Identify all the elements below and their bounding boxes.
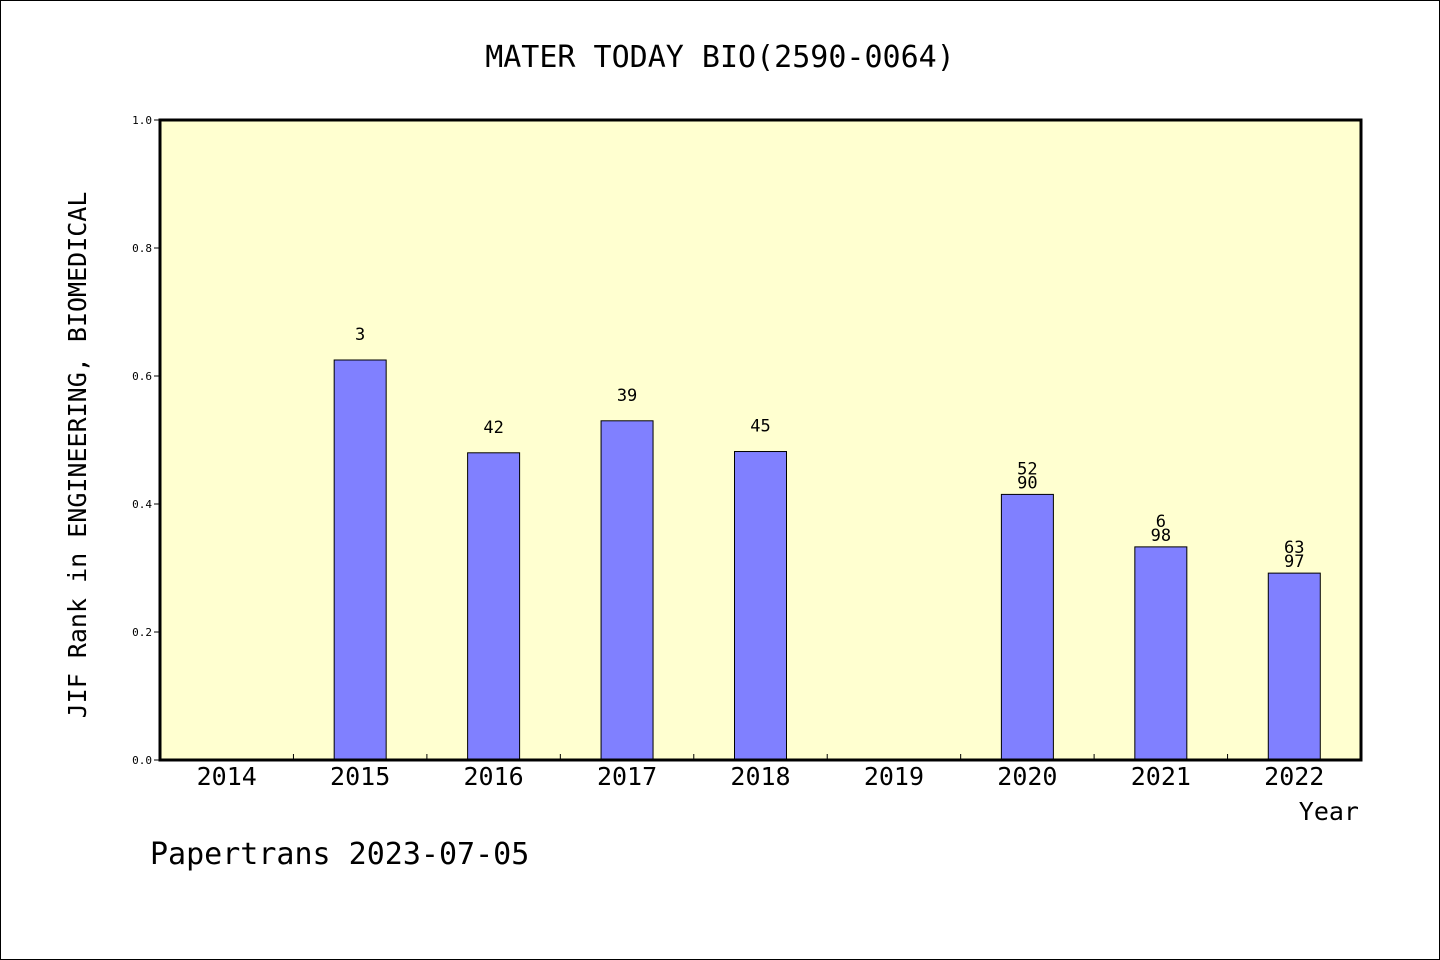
y-tick-label: 0.6 [132,370,152,383]
x-tick-label: 2018 [730,762,790,791]
chart-title: MATER TODAY BIO(2590-0064) [485,40,955,75]
bar-label-2020: 52 [1017,459,1037,479]
x-tick-label: 2016 [464,762,524,791]
y-tick-label: 0.8 [132,242,152,255]
y-tick-label: 0.4 [132,498,152,511]
x-axis: 2014 2015 2016 2017 2018 2019 2020 2021 2022 [197,754,1324,791]
x-tick-label: 2020 [997,762,1057,791]
x-tick-label: 2019 [864,762,924,791]
bar-label-2022: 97 [1284,552,1304,572]
bar-2018 [734,451,787,761]
bar-2017 [600,420,654,761]
footer-credit: Papertrans 2023-07-05 [150,837,529,872]
y-tick-label: 0.0 [132,754,152,767]
bar-label-2022: 63 [1284,538,1304,558]
x-tick-label: 2015 [330,762,390,791]
y-tick-label: 0.2 [132,626,152,639]
x-tick-label: 2021 [1131,762,1191,791]
x-axis-label: Year [1299,797,1359,826]
bar-label-2021: 98 [1151,526,1171,546]
bar-label-2020: 90 [1017,473,1037,493]
bar-2015 [333,359,387,761]
x-tick-label: 2017 [597,762,657,791]
y-axis-label: JIF Rank in ENGINEERING, BIOMEDICAL [63,192,92,719]
x-tick-label: 2022 [1264,762,1324,791]
bar-label-2021: 6 [1156,512,1166,532]
y-axis: 0.0 0.2 0.4 0.6 0.8 1.0 [132,114,160,767]
bar-label-2018: 45 [750,417,770,437]
y-tick-label: 1.0 [132,114,152,127]
bar-label-2015: 3 [355,325,365,345]
bar-2022 [1267,572,1321,761]
bar-2021 [1134,546,1188,761]
bars-group [333,359,1321,761]
bar-label-2016: 42 [483,418,503,438]
bar-2020 [1000,493,1054,761]
bar-2016 [467,452,521,761]
bar-label-2017: 39 [617,386,637,406]
x-tick-label: 2014 [197,762,257,791]
plot-border [158,118,1363,762]
